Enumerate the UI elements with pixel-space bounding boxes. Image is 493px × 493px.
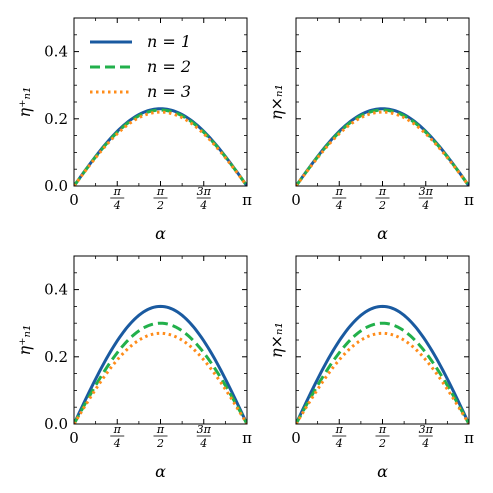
x-tick-denominator: 4	[113, 199, 121, 212]
x-tick-label: 0	[69, 191, 79, 209]
x-axis-label: α	[377, 224, 388, 243]
series-line-n1	[74, 107, 247, 186]
y-tick-label: 0.4	[44, 43, 68, 61]
x-tick-denominator: 2	[156, 437, 164, 450]
y-tick-label: 0.4	[44, 281, 68, 299]
legend-label-n2: n = 2	[147, 57, 191, 76]
x-tick-numerator: π	[113, 185, 122, 198]
x-tick-label: π2	[375, 185, 390, 212]
x-tick-numerator: π	[335, 423, 344, 436]
y-axis-label: η⁺ₙ₁	[15, 87, 34, 118]
x-axis-label: α	[155, 462, 166, 481]
series-line-n1	[74, 304, 247, 424]
x-tick-denominator: 2	[156, 199, 164, 212]
series-line-n2	[74, 321, 247, 424]
x-tick-denominator: 4	[199, 199, 207, 212]
x-tick-label: 3π4	[197, 185, 212, 212]
plot-frame	[295, 255, 470, 425]
y-axis-label: η×ₙ₁	[267, 84, 286, 120]
x-tick-denominator: 4	[113, 437, 121, 450]
y-tick-label: 0.2	[44, 348, 68, 366]
x-tick-label: π	[242, 191, 252, 209]
x-tick-numerator: 3π	[197, 185, 212, 198]
x-tick-numerator: 3π	[419, 185, 434, 198]
plot-frame	[295, 17, 470, 187]
x-tick-label: π	[242, 429, 252, 447]
series-line-n3	[296, 331, 469, 424]
x-tick-denominator: 4	[199, 437, 207, 450]
x-tick-label: π2	[375, 423, 390, 450]
legend-label-n3: n = 3	[147, 82, 191, 101]
x-tick-label: π	[464, 191, 474, 209]
x-tick-denominator: 4	[335, 437, 343, 450]
series-line-n3	[74, 331, 247, 424]
x-tick-label: 0	[69, 429, 79, 447]
x-tick-denominator: 4	[335, 199, 343, 212]
x-tick-label: 0	[291, 191, 301, 209]
plot-frame	[73, 255, 248, 425]
y-axis-label: η⁺ₙ₁	[15, 325, 34, 356]
x-tick-label: π4	[110, 185, 125, 212]
x-tick-numerator: π	[378, 185, 387, 198]
x-tick-denominator: 2	[378, 437, 386, 450]
x-tick-label: π4	[332, 423, 347, 450]
x-tick-numerator: π	[156, 185, 165, 198]
series-line-n2	[296, 321, 469, 424]
y-axis-label: η×ₙ₁	[267, 322, 286, 358]
series-line-n1	[296, 107, 469, 186]
x-tick-label: π2	[153, 185, 168, 212]
x-tick-label: π	[464, 429, 474, 447]
x-tick-label: π4	[110, 423, 125, 450]
x-tick-numerator: π	[113, 423, 122, 436]
x-tick-label: 3π4	[419, 423, 434, 450]
legend: n = 1 n = 2 n = 3	[90, 32, 191, 101]
x-axis-label: α	[377, 462, 388, 481]
x-tick-numerator: π	[378, 423, 387, 436]
x-tick-label: π4	[332, 185, 347, 212]
y-tick-label: 0.0	[44, 415, 68, 433]
x-tick-label: 3π4	[197, 423, 212, 450]
x-tick-denominator: 4	[421, 199, 429, 212]
y-tick-label: 0.2	[44, 110, 68, 128]
x-tick-label: 3π4	[419, 185, 434, 212]
x-axis-label: α	[155, 224, 166, 243]
series-line-n2	[74, 108, 247, 186]
x-tick-numerator: 3π	[197, 423, 212, 436]
x-tick-label: π2	[153, 423, 168, 450]
series-line-n1	[296, 304, 469, 424]
x-tick-numerator: π	[335, 185, 344, 198]
y-tick-label: 0.0	[44, 177, 68, 195]
x-tick-numerator: π	[156, 423, 165, 436]
series-line-n2	[296, 108, 469, 186]
legend-label-n1: n = 1	[147, 32, 191, 51]
x-tick-denominator: 2	[378, 199, 386, 212]
x-tick-denominator: 4	[421, 437, 429, 450]
x-tick-numerator: 3π	[419, 423, 434, 436]
x-tick-label: 0	[291, 429, 301, 447]
series-line-n3	[296, 110, 469, 186]
series-line-n3	[74, 110, 247, 186]
